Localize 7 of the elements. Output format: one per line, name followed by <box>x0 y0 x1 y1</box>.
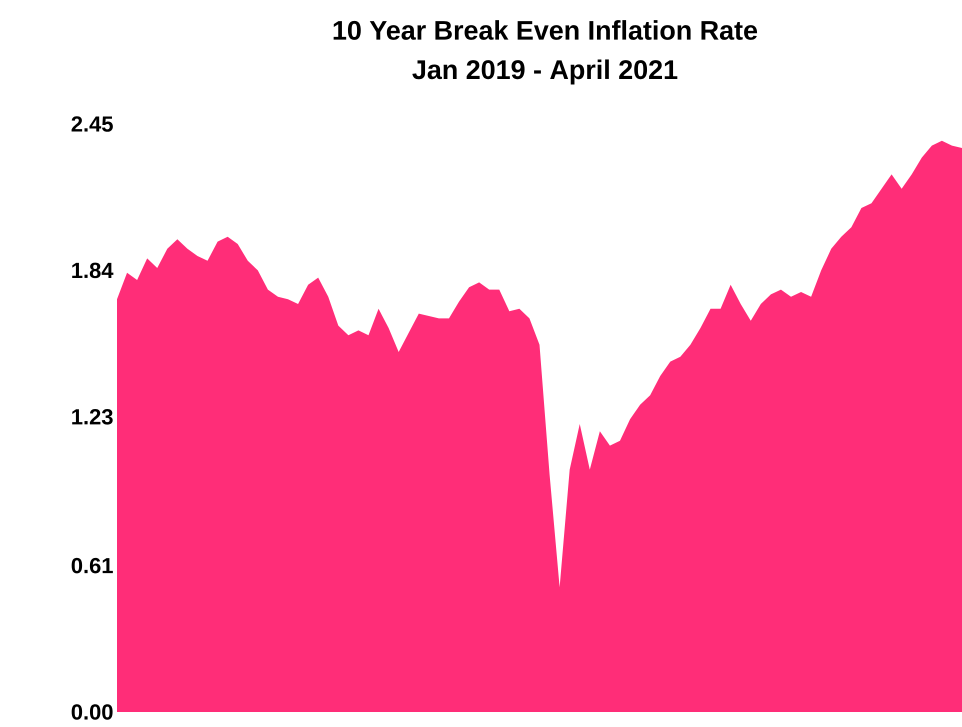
y-tick-label: 1.84 <box>72 262 114 278</box>
y-tick-label: 1.23 <box>72 409 113 425</box>
chart-title: 10 Year Break Even Inflation Rate <box>334 20 758 40</box>
y-tick-label: 0.61 <box>72 558 113 574</box>
y-tick-label: 2.45 <box>72 116 113 132</box>
chart-subtitle: Jan 2019 - April 2021 <box>412 59 678 85</box>
y-tick-label: 0.00 <box>72 704 113 720</box>
